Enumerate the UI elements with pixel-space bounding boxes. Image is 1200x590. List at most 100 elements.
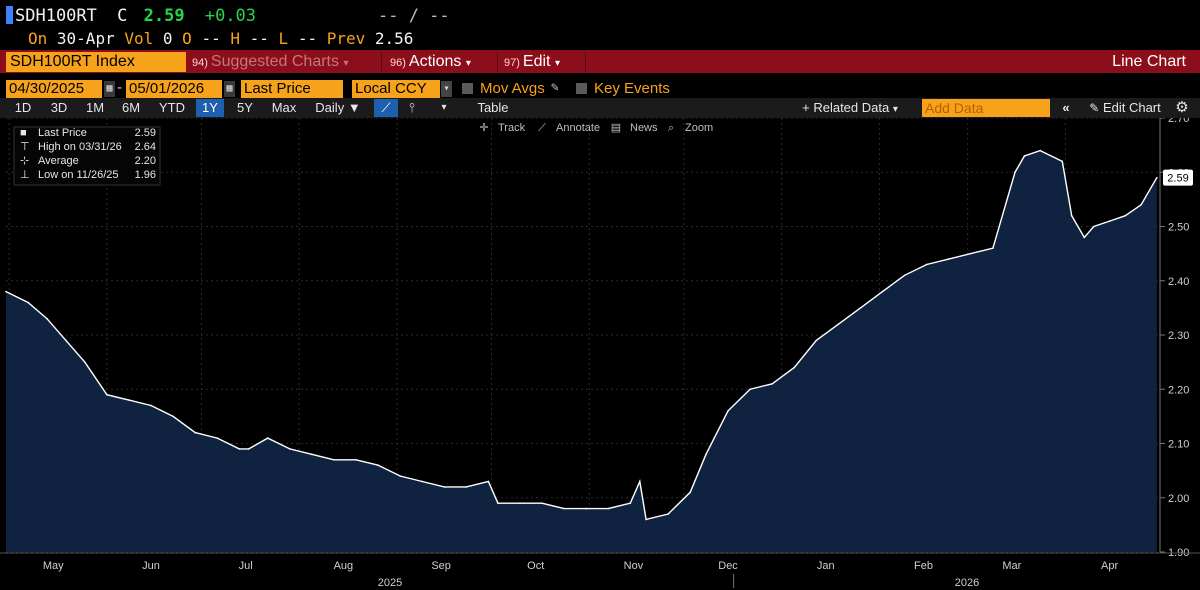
data-point-55 [1092, 225, 1095, 228]
data-point-36 [727, 410, 729, 412]
last-price: 2.59 [143, 6, 185, 26]
data-point-27 [563, 507, 565, 510]
data-point-29 [607, 507, 610, 510]
x-month-label-jul: Jul [239, 560, 253, 572]
range-button-ytd[interactable]: YTD [159, 100, 185, 115]
data-point-54 [1083, 236, 1086, 239]
key-events-checkbox[interactable] [576, 83, 587, 94]
low-label: L [278, 29, 289, 48]
pencil-icon[interactable]: ✎ [551, 80, 559, 95]
last-value-box [1163, 169, 1193, 186]
data-point-57 [1124, 214, 1127, 217]
style-dropdown-icon[interactable]: ▾ [441, 102, 447, 113]
prev-value: 2.56 [374, 29, 414, 48]
legend-label-3: Low on 11/26/25 [38, 169, 119, 181]
x-month-label-aug: Aug [334, 560, 354, 572]
range-button-1y[interactable]: 1Y [196, 99, 224, 117]
data-point-33 [667, 513, 669, 515]
add-data-input[interactable]: Add Data [922, 99, 1050, 117]
settings-gear-icon[interactable]: ⚙ [1175, 99, 1189, 116]
y-tick-label-2.20: 2.20 [1168, 384, 1189, 396]
collapse-icon[interactable]: « [1062, 100, 1070, 115]
vol-value: 0 [162, 29, 173, 48]
data-point-25 [519, 502, 521, 504]
x-month-label-mar: Mar [1002, 560, 1021, 572]
edit-chart-pencil-icon: ✎ [1089, 101, 1100, 115]
data-point-9 [194, 431, 196, 434]
end-calendar-icon[interactable]: ▦ [224, 81, 235, 97]
data-point-8 [172, 415, 174, 418]
chart-tools[interactable]: ✛ Track ⟋ Annotate ▤ News ⌕ Zoom [479, 122, 713, 134]
start-date-field[interactable]: 04/30/2025 [6, 80, 102, 98]
data-point-19 [399, 475, 401, 477]
last-value-text: 2.59 [1167, 173, 1188, 185]
edit-chart-button[interactable]: ✎ Edit Chart [1082, 99, 1168, 117]
tool-annotate: Annotate [556, 122, 600, 134]
data-point-24 [497, 502, 499, 504]
line-chart-icon[interactable]: ⟋ [374, 99, 398, 117]
data-point-40 [815, 339, 818, 342]
x-axis: May Jun Jul Aug Sep Oct Nov Dec Jan Feb Mar Apr 2025… [0, 552, 1200, 589]
quote-details: On 30-Apr Vol 0 O -- H -- L -- Prev 2.56 [0, 28, 1200, 50]
range-button-max[interactable]: Max [271, 100, 297, 115]
range-button-6m[interactable]: 6M [121, 100, 141, 115]
price-chart[interactable]: 1.902.002.102.202.302.402.502.602.70 May… [0, 118, 1200, 590]
legend-label-1: High on 03/31/26 [38, 141, 122, 153]
actions-button[interactable]: 96) Actions ▾ [390, 52, 498, 72]
chart-style-icon[interactable]: ⫯ [409, 100, 415, 115]
range-button-1m[interactable]: 1M [85, 100, 105, 115]
data-point-3 [65, 339, 67, 342]
legend-value-0: 2.59 [135, 127, 156, 139]
edit-button[interactable]: 97) Edit ▾ [504, 52, 586, 72]
suggested-charts-label: Suggested Charts [210, 53, 339, 70]
currency-select[interactable]: Local CCY [352, 80, 440, 98]
related-data-button[interactable]: + Related Data ▾ [802, 100, 898, 115]
x-month-label-dec: Dec [718, 560, 738, 572]
mov-avgs-checkbox[interactable] [462, 83, 473, 94]
data-point-50 [1023, 155, 1026, 157]
suggested-charts-button[interactable]: 94) Suggested Charts ▾ [192, 52, 382, 72]
range-button-3d[interactable]: 3D [50, 100, 68, 115]
edit-number: 97) [504, 57, 520, 69]
x-month-label-oct: Oct [527, 560, 544, 572]
y-tick-label-2.50: 2.50 [1168, 222, 1189, 234]
security-field[interactable]: SDH100RT Index [6, 52, 186, 72]
data-point-20 [421, 480, 423, 483]
on-label: On [28, 29, 48, 48]
data-point-26 [541, 502, 543, 504]
data-point-34 [689, 491, 692, 494]
y-tick-label-2.10: 2.10 [1168, 439, 1189, 451]
data-point-17 [355, 458, 357, 461]
y-tick-label-2.70: 2.70 [1168, 118, 1189, 125]
last-value-marker: 2.59 [1163, 169, 1193, 186]
bid-ask: -- / -- [378, 6, 450, 26]
x-month-label-nov: Nov [624, 560, 644, 572]
x-month-label-jan: Jan [817, 560, 835, 572]
open-label: O [182, 29, 192, 48]
data-point-16 [333, 458, 335, 461]
data-point-31 [638, 480, 641, 483]
mov-avgs-label[interactable]: Mov Avgs [480, 80, 545, 97]
range-button-1d[interactable]: 1D [14, 100, 32, 115]
data-point-18 [377, 464, 379, 467]
data-point-39 [793, 366, 796, 369]
periodicity-label: Daily [315, 100, 345, 115]
chart-legend: ■ Last Price 2.59 ⊤ High on 03/31/26 2.64 ⊹ Ave… [13, 126, 161, 186]
data-point-2 [46, 317, 48, 320]
key-events-label[interactable]: Key Events [594, 80, 670, 97]
field-select[interactable]: Last Price [241, 80, 343, 98]
data-point-38 [771, 383, 773, 385]
data-point-49 [1014, 171, 1016, 174]
data-point-23 [487, 480, 490, 483]
tool-news: News [630, 122, 658, 134]
range-button-5y[interactable]: 5Y [237, 100, 253, 115]
currency-dropdown-icon[interactable]: ▾ [441, 81, 452, 97]
actions-number: 96) [390, 57, 406, 69]
periodicity-select[interactable]: Daily ▼ [315, 100, 361, 115]
security-marker [6, 6, 13, 24]
legend-label-2: Average [38, 155, 79, 167]
start-calendar-icon[interactable]: ▦ [104, 81, 115, 97]
table-button[interactable]: Table [477, 100, 509, 115]
data-point-4 [84, 361, 86, 363]
end-date-field[interactable]: 05/01/2026 [126, 80, 222, 98]
